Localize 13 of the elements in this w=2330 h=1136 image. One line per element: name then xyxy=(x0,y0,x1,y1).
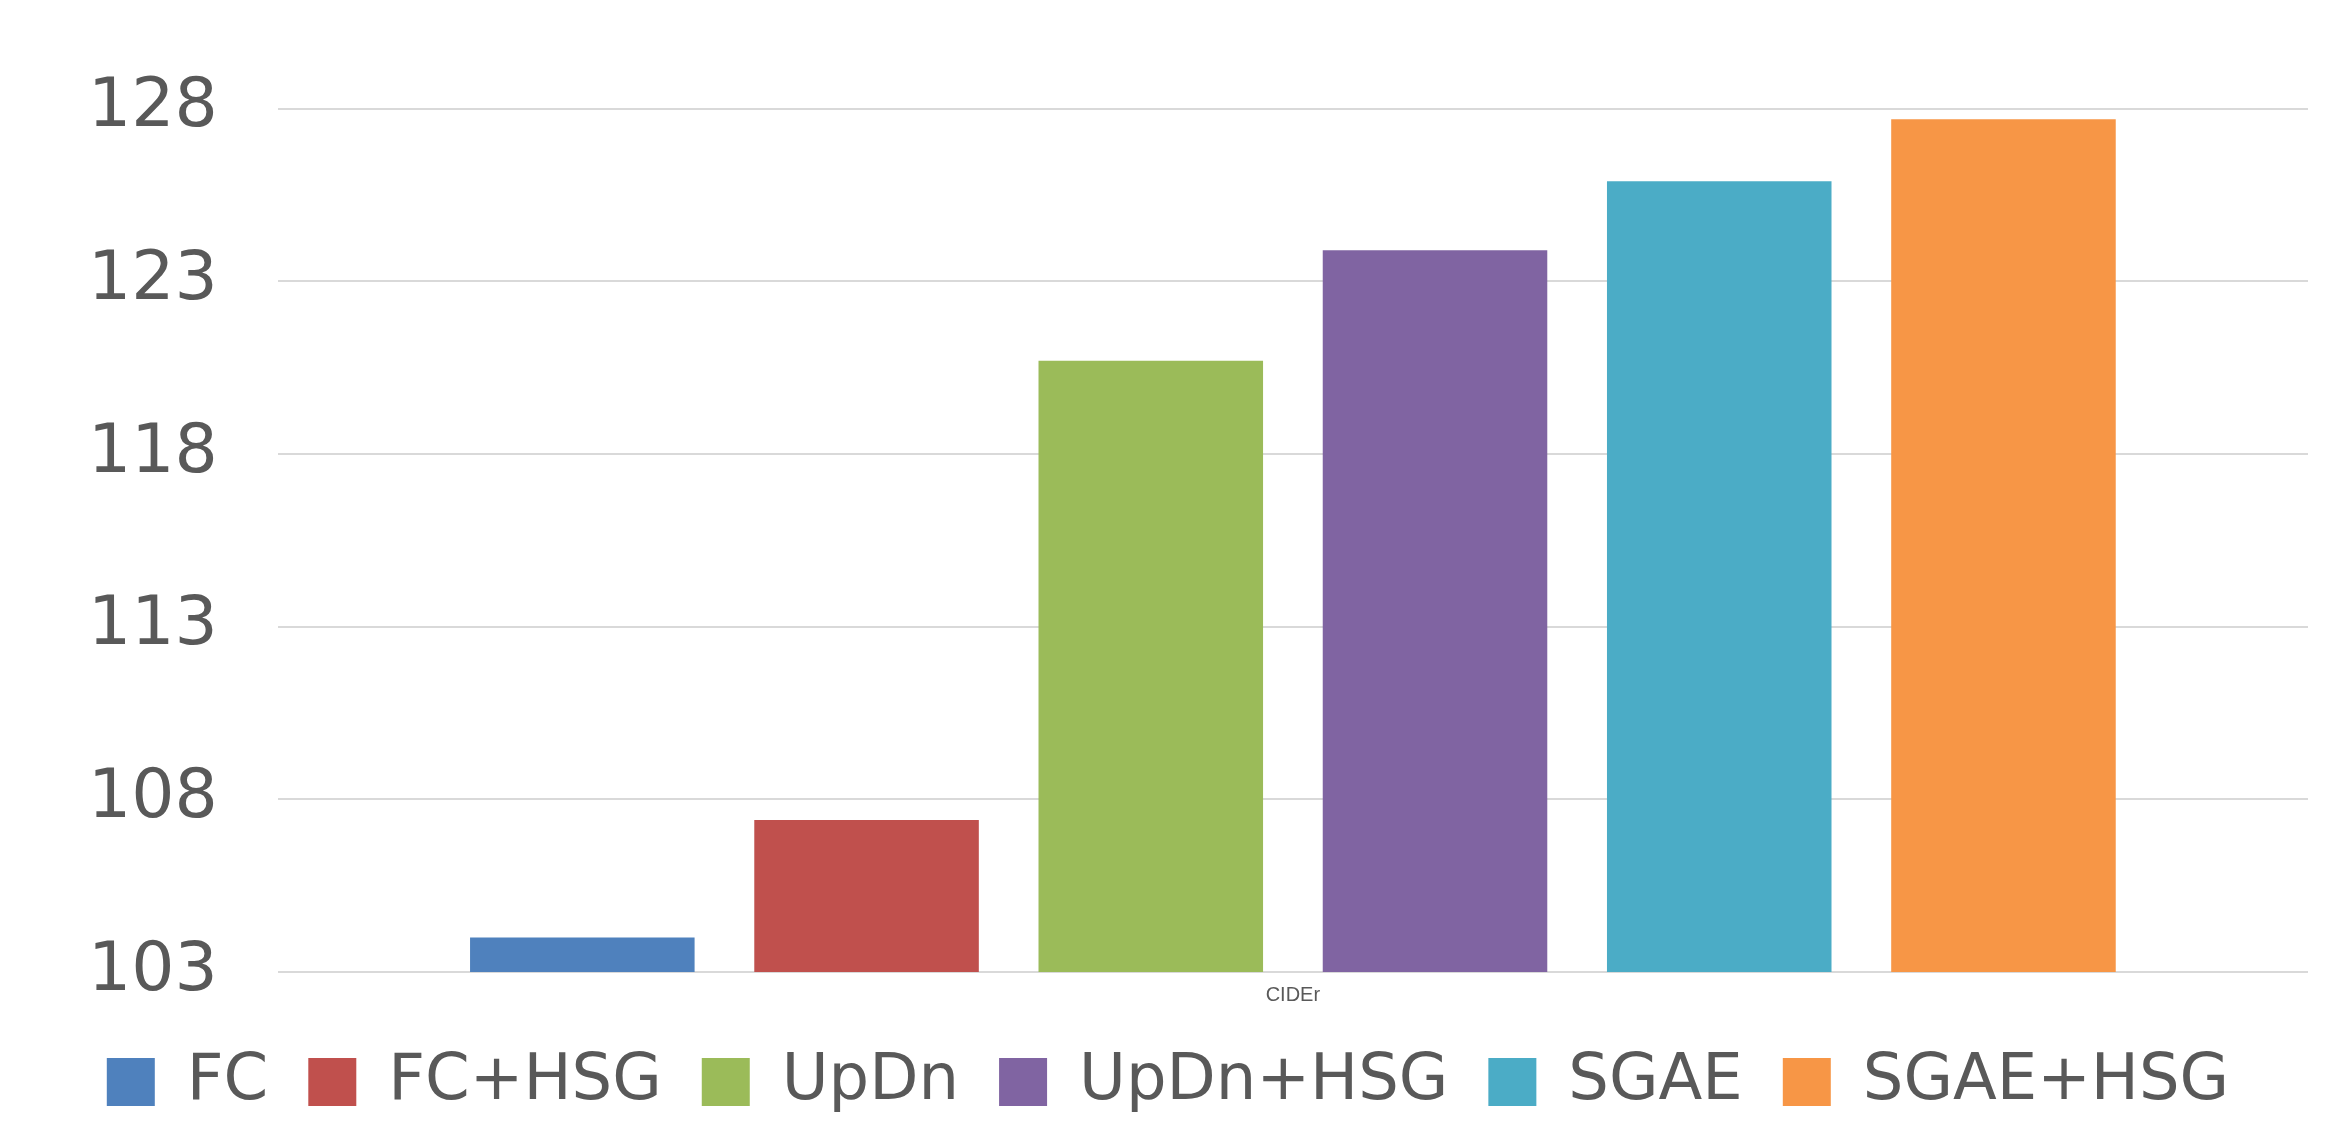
legend-label: FC xyxy=(186,1039,269,1114)
y-tick-label: 128 xyxy=(87,63,218,143)
y-tick-label: 108 xyxy=(87,754,218,834)
legend-label: UpDn+HSG xyxy=(1079,1039,1449,1114)
x-tick-label: CIDEr xyxy=(1265,982,1321,1005)
y-tick-label: 123 xyxy=(87,236,218,316)
y-tick-label: 103 xyxy=(87,926,218,1006)
y-tick-label: 118 xyxy=(87,408,218,488)
y-tick-label: 113 xyxy=(87,581,218,661)
legend-label: FC+HSG xyxy=(388,1039,662,1114)
legend-label: UpDn xyxy=(781,1039,960,1114)
legend-label: SGAE+HSG xyxy=(1862,1039,2230,1114)
legend-label: SGAE xyxy=(1568,1039,1743,1114)
